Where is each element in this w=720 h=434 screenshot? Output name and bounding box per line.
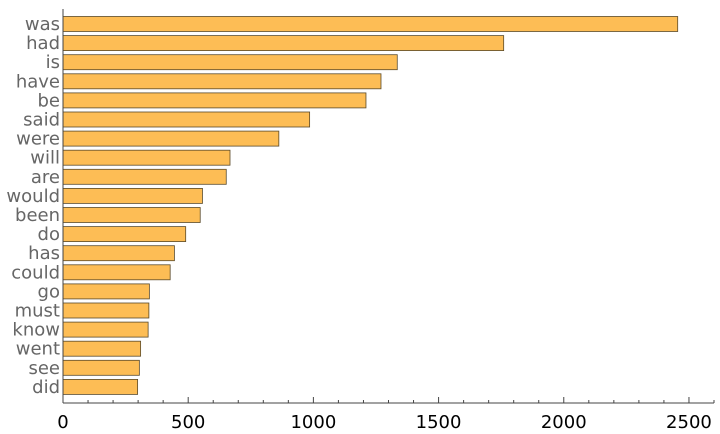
category-label-go: go [38,281,60,302]
category-label-been: been [15,205,60,226]
bar-do [62,226,187,243]
bar-see [62,359,140,376]
bar-go [62,283,150,300]
category-label-see: see [28,358,60,379]
category-label-know: know [12,320,60,341]
x-axis-ticks: 0 500 1000 1500 2000 2500 [57,397,715,433]
x-tick-label: 2000 [541,412,587,433]
category-labels: washadishavebesaidwerewillarewouldbeendo… [6,14,60,398]
bar-could [62,264,171,281]
bars-group [62,16,679,395]
category-label-do: do [38,224,60,245]
category-label-have: have [16,71,60,92]
bar-were [62,130,280,147]
category-label-said: said [23,110,60,131]
x-tick-label: 0 [57,412,68,433]
category-label-are: are [31,167,60,188]
category-label-is: is [46,52,60,73]
bar-did [62,378,139,395]
bar-went [62,340,142,357]
bar-have [62,73,382,90]
bar-must [62,302,150,319]
x-tick-label: 1000 [290,412,336,433]
category-label-did: did [32,377,60,398]
category-label-were: were [16,129,60,150]
x-tick-label: 2500 [666,412,712,433]
category-label-went: went [16,339,60,360]
x-tick-label: 1500 [416,412,462,433]
bar-said [62,111,311,128]
category-label-would: would [6,186,60,207]
bar-would [62,187,203,204]
x-tick-label: 500 [171,412,205,433]
bar-had [62,35,505,51]
bar-are [62,168,227,185]
bar-is [62,54,398,71]
category-label-must: must [15,301,60,322]
bar-be [62,92,367,109]
category-label-could: could [11,262,60,283]
bar-has [62,245,175,262]
category-label-has: has [28,243,60,264]
category-label-was: was [25,14,60,35]
bar-will [62,149,231,166]
category-label-be: be [38,90,61,111]
bar-know [62,321,149,338]
category-label-had: had [26,33,60,54]
category-label-will: will [30,148,60,169]
bar-been [62,207,201,223]
bar-was [62,16,679,32]
